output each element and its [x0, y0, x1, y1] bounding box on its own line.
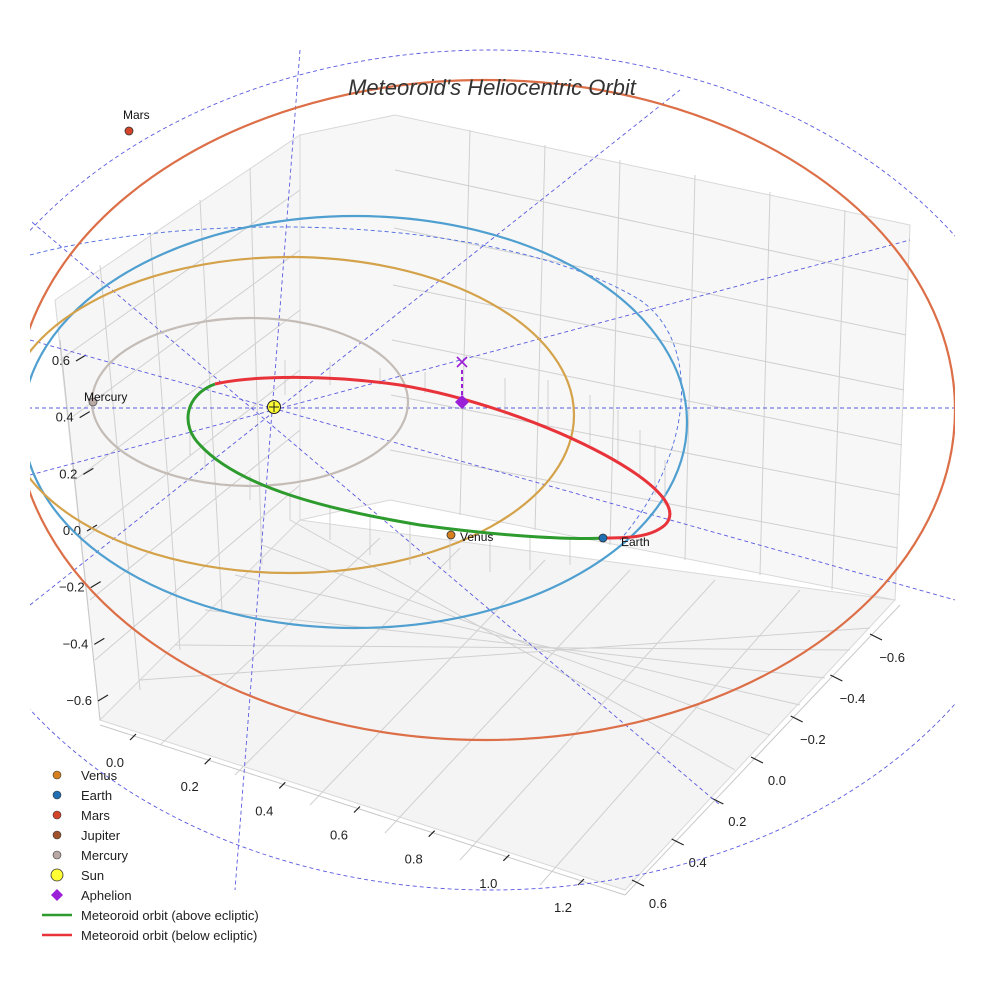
y-tick-mark [869, 633, 883, 641]
sun-marker [267, 400, 281, 414]
y-tick-mark [631, 879, 645, 887]
chart-title: Meteoroid's Heliocentric Orbit [348, 75, 637, 100]
earth-label: Earth [621, 535, 650, 549]
z-tick-label: −0.2 [59, 580, 85, 595]
legend-label: Venus [81, 768, 118, 783]
legend-marker [52, 830, 62, 840]
legend-marker [52, 850, 62, 860]
legend-marker [51, 889, 63, 901]
venus-label: Venus [460, 530, 493, 544]
x-tick-label: 1.0 [479, 876, 497, 891]
legend: Venus Earth Mars Jupiter Mercury Sun Aphelion M… [42, 768, 259, 943]
venus-orbit [30, 255, 576, 575]
axis-ticks: 0.6 0.4 0.2 0.0 −0.2 −0.4 −0.6 0.0 0.2 0.4 0.6 0.8 1… [52, 353, 905, 915]
legend-label: Meteoroid orbit (above ecliptic) [81, 908, 259, 923]
z-tick-mark [90, 581, 101, 589]
x-tick-mark [129, 733, 137, 741]
grid-panels [54, 114, 911, 891]
z-tick-mark [97, 694, 109, 702]
z-tick-label: 0.6 [52, 353, 70, 368]
z-tick-mark [79, 411, 90, 419]
z-tick-mark [83, 467, 94, 475]
x-tick-mark [577, 878, 585, 886]
x-tick-label: 1.2 [554, 900, 572, 915]
y-tick-label: −0.2 [800, 732, 826, 747]
aphelion-projection-cross [456, 356, 468, 368]
x-tick-label: 0.0 [106, 755, 124, 770]
y-tick-mark [671, 838, 684, 846]
venus-dot [446, 530, 456, 540]
y-tick-mark [830, 674, 843, 682]
x-tick-label: 0.2 [181, 779, 199, 794]
x-tick-mark [502, 854, 510, 862]
legend-marker [50, 868, 64, 882]
y-tick-label: 0.6 [649, 896, 667, 911]
aphelion-marker [455, 356, 469, 409]
z-tick-mark [94, 637, 105, 645]
legend-label: Sun [81, 868, 104, 883]
meteoroid-orbit-below [214, 375, 672, 540]
x-tick-mark [353, 806, 361, 813]
legend-label: Aphelion [81, 888, 132, 903]
legend-label: Jupiter [81, 828, 121, 843]
y-tick-mark [790, 715, 803, 723]
legend-marker [52, 790, 62, 800]
earth-dot [598, 533, 608, 543]
legend-label: Meteoroid orbit (below ecliptic) [81, 928, 257, 943]
earth-orbit [30, 214, 689, 630]
mercury-dot [88, 397, 98, 407]
legend-label: Mars [81, 808, 110, 823]
legend-label: Mercury [81, 848, 128, 863]
legend-marker [52, 770, 62, 780]
x-tick-label: 0.8 [405, 852, 423, 867]
mercury-label: Mercury [84, 390, 127, 404]
legend-label: Earth [81, 788, 112, 803]
x-tick-mark [428, 830, 436, 838]
mars-label: Mars [123, 108, 150, 122]
y-tick-label: 0.2 [728, 814, 746, 829]
y-tick-label: 0.4 [689, 855, 707, 870]
mars-dot [124, 126, 134, 136]
meteoroid-orbit-above [186, 382, 606, 540]
aphelion-diamond [455, 395, 469, 409]
z-tick-mark [75, 354, 87, 362]
grid-lines [59, 129, 909, 886]
legend-marker [52, 810, 62, 820]
orbits [30, 49, 955, 891]
x-tick-mark [204, 757, 212, 765]
z-tick-label: −0.6 [66, 693, 92, 708]
axis-edges [59, 339, 901, 896]
z-tick-label: 0.2 [59, 466, 77, 481]
planets: Mars Mercury Venus Earth [84, 108, 650, 549]
z-tick-label: 0.4 [56, 410, 74, 425]
mars-orbit [30, 78, 955, 742]
meteoroid-drop-lines [189, 360, 666, 572]
x-tick-label: 0.6 [330, 828, 348, 843]
x-tick-label: 0.4 [255, 803, 273, 818]
x-tick-mark [278, 781, 286, 789]
y-tick-label: −0.4 [840, 691, 866, 706]
y-tick-mark [750, 756, 764, 764]
z-tick-label: −0.4 [63, 636, 89, 651]
y-tick-label: 0.0 [768, 773, 786, 788]
y-tick-label: −0.6 [879, 650, 905, 665]
